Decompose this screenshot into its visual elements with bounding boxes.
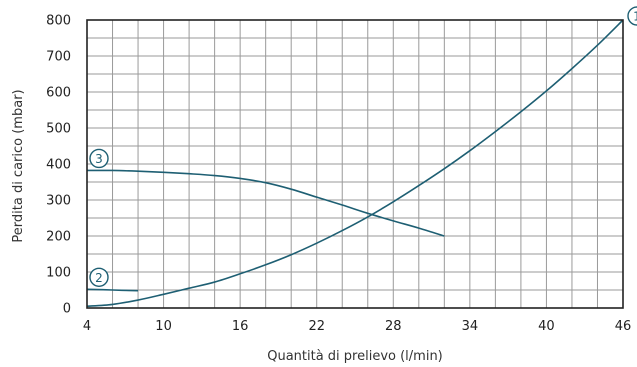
series-marker-label-2: 2 (95, 271, 103, 285)
series-marker-circle-1 (627, 6, 637, 26)
x-tick-label: 46 (615, 319, 632, 334)
y-tick-label: 500 (46, 122, 71, 137)
y-axis-label: Perdita di carico (mbar) (11, 89, 26, 242)
x-tick-label: 34 (462, 319, 479, 334)
x-tick-label: 40 (538, 319, 555, 334)
series-line-2 (86, 288, 139, 292)
x-tick-label: 10 (155, 319, 172, 334)
y-tick-label: 600 (46, 86, 71, 101)
series-marker-label-3: 3 (95, 152, 103, 166)
series-marker-circle-2 (89, 267, 109, 287)
y-tick-label: 700 (46, 50, 71, 65)
y-tick-label: 100 (46, 266, 71, 281)
series-line-3 (86, 169, 445, 237)
series-marker-circle-3 (89, 148, 109, 169)
tick-labels: 4 10 16 22 28 34 40 46 0 100 200 300 400 500 600 700 800 (46, 14, 631, 335)
grid (87, 20, 623, 308)
y-tick-label: 800 (46, 14, 71, 29)
series-markers: 1 2 3 (89, 6, 637, 287)
y-tick-label: 200 (46, 230, 71, 245)
x-axis-label: Quantità di prelievo (l/min) (267, 349, 443, 364)
y-tick-label: 0 (63, 302, 71, 317)
series-lines (86, 19, 624, 307)
x-tick-label: 28 (385, 319, 402, 334)
x-tick-label: 4 (83, 319, 91, 334)
series-marker-label-1: 1 (633, 10, 637, 24)
series-line-1 (86, 19, 624, 307)
y-tick-label: 300 (46, 194, 71, 209)
x-tick-label: 16 (232, 319, 249, 334)
y-tick-label: 400 (46, 158, 71, 173)
plot-frame (86, 19, 624, 309)
x-tick-label: 22 (308, 319, 325, 334)
